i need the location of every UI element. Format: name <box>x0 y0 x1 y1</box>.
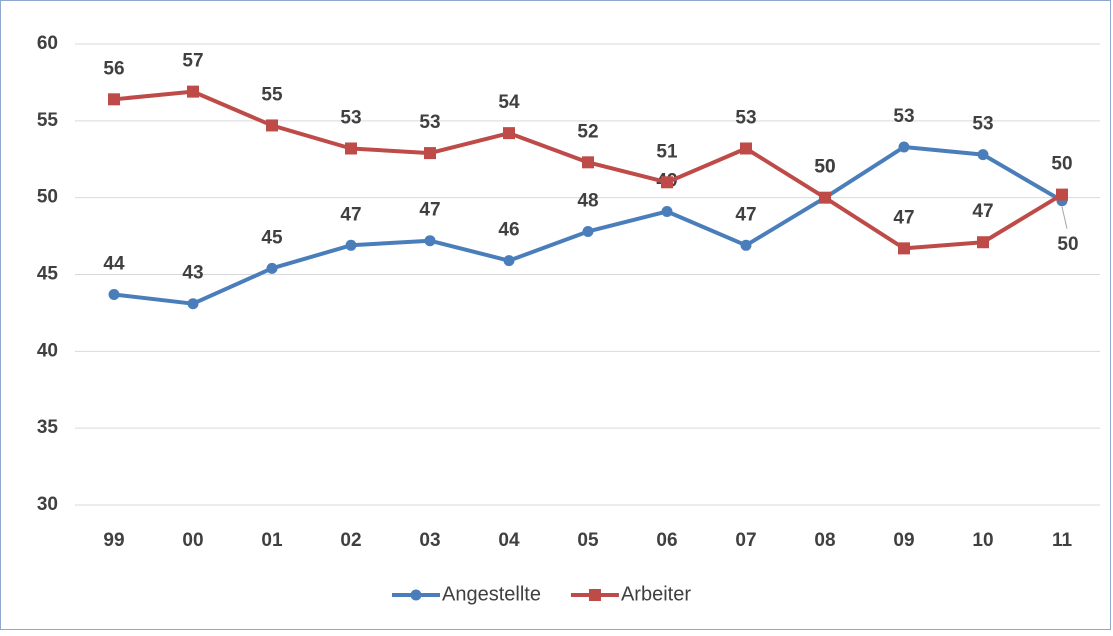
data-label: 56 <box>103 58 124 79</box>
x-tick-label: 08 <box>814 530 835 551</box>
data-label: 48 <box>577 190 598 211</box>
leader-line <box>1061 206 1068 229</box>
legend-marker <box>588 589 601 601</box>
data-label: 51 <box>656 141 678 162</box>
data-label: 47 <box>893 207 914 228</box>
data-point <box>503 255 515 267</box>
x-tick-label: 01 <box>261 530 283 551</box>
data-label: 50 <box>814 157 835 178</box>
data-point <box>582 156 594 169</box>
x-tick-label: 06 <box>656 530 677 551</box>
x-tick-label: 03 <box>419 530 440 551</box>
data-point <box>424 235 436 247</box>
data-point <box>898 242 910 255</box>
data-label: 47 <box>419 200 440 221</box>
data-point <box>266 119 278 132</box>
data-point <box>819 191 831 204</box>
x-tick-label: 02 <box>340 530 361 551</box>
data-point <box>503 127 515 140</box>
data-label: 47 <box>972 201 993 222</box>
data-label: 53 <box>893 106 914 127</box>
data-point <box>424 147 436 160</box>
data-label: 52 <box>577 121 598 142</box>
data-label: 53 <box>340 108 361 129</box>
data-point <box>661 176 673 189</box>
data-label: 55 <box>261 84 283 105</box>
data-label: 50 <box>1051 154 1072 175</box>
data-label: 53 <box>972 114 993 135</box>
x-tick-label: 07 <box>735 530 756 551</box>
data-point <box>187 298 199 310</box>
x-tick-label: 04 <box>498 530 520 551</box>
y-tick-label: 55 <box>37 110 59 131</box>
x-tick-label: 09 <box>893 530 914 551</box>
data-point <box>266 262 278 274</box>
data-label: 45 <box>261 227 283 248</box>
y-tick-label: 50 <box>37 187 58 208</box>
data-label: 50 <box>1057 234 1078 255</box>
legend-marker <box>410 589 422 601</box>
legend-label: Angestellte <box>442 583 541 605</box>
data-label: 47 <box>340 204 361 225</box>
x-tick-label: 05 <box>577 530 599 551</box>
y-tick-label: 35 <box>37 417 59 438</box>
data-point <box>661 205 673 217</box>
data-point <box>740 239 752 251</box>
data-label: 53 <box>735 108 756 129</box>
data-point <box>582 225 594 237</box>
data-label: 43 <box>182 263 203 284</box>
y-tick-label: 40 <box>37 340 58 361</box>
x-tick-label: 00 <box>182 530 203 551</box>
data-point <box>345 239 357 251</box>
y-tick-label: 60 <box>37 33 58 54</box>
data-point <box>740 142 752 155</box>
data-label: 57 <box>182 51 203 72</box>
data-point <box>108 93 120 106</box>
data-label: 50 <box>814 157 835 178</box>
data-point <box>108 288 120 300</box>
x-tick-label: 11 <box>1052 530 1073 551</box>
y-tick-label: 30 <box>37 494 58 515</box>
data-label: 46 <box>498 220 519 241</box>
data-point <box>187 85 199 98</box>
x-tick-label: 99 <box>103 530 124 551</box>
data-label: 47 <box>735 204 756 225</box>
y-tick-label: 45 <box>37 264 59 285</box>
data-point <box>977 236 989 249</box>
data-label: 44 <box>103 253 125 274</box>
data-label: 54 <box>498 92 520 113</box>
data-label: 53 <box>419 112 440 133</box>
data-point <box>898 141 910 153</box>
data-point <box>345 142 357 155</box>
x-tick-label: 10 <box>972 530 993 551</box>
data-point <box>977 149 989 161</box>
legend-label: Arbeiter <box>621 583 691 605</box>
data-point <box>1056 188 1068 201</box>
